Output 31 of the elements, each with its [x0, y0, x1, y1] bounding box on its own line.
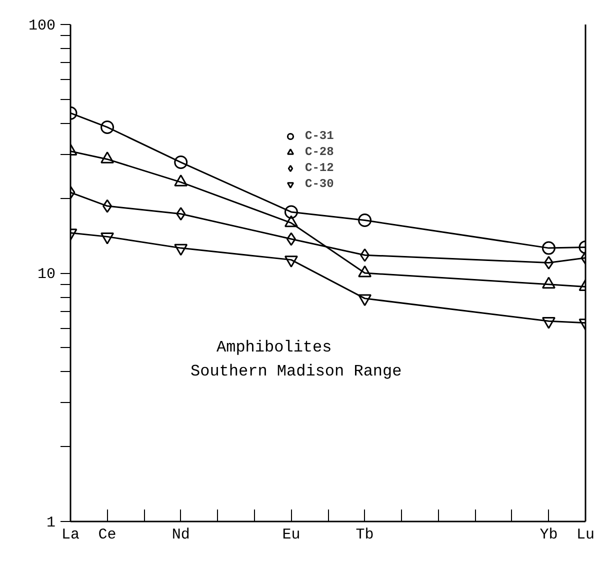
x-tick-label: Lu — [576, 526, 595, 544]
x-tick-label: Tb — [356, 526, 374, 544]
x-tick-label: Nd — [172, 526, 190, 544]
point — [284, 256, 298, 268]
point — [100, 232, 114, 244]
annotation: Southern Madison Range — [190, 362, 402, 380]
y-tick-label: 1 — [46, 514, 56, 532]
point — [284, 205, 298, 219]
point — [358, 294, 372, 306]
x-tick-label: Eu — [282, 526, 300, 544]
annotation: Amphibolites — [216, 338, 332, 356]
x-tick-label: Ce — [98, 526, 116, 544]
point — [542, 241, 556, 255]
y-tick-label: 10 — [37, 266, 56, 283]
point — [174, 156, 188, 170]
x-tick-label: Yb — [540, 526, 558, 544]
point — [176, 207, 186, 221]
x-tick-label: La — [62, 526, 80, 544]
legend-label: C-28 — [305, 145, 334, 159]
point — [358, 214, 372, 228]
y-tick-label: 100 — [28, 18, 56, 34]
point — [360, 248, 370, 262]
point — [542, 316, 556, 329]
point — [174, 244, 188, 256]
legend-label: C-31 — [305, 129, 334, 143]
legend-label: C-12 — [305, 161, 334, 175]
point — [544, 256, 554, 270]
point — [286, 232, 296, 246]
point — [102, 199, 112, 213]
point — [100, 120, 114, 134]
legend-label: C-30 — [305, 177, 334, 191]
